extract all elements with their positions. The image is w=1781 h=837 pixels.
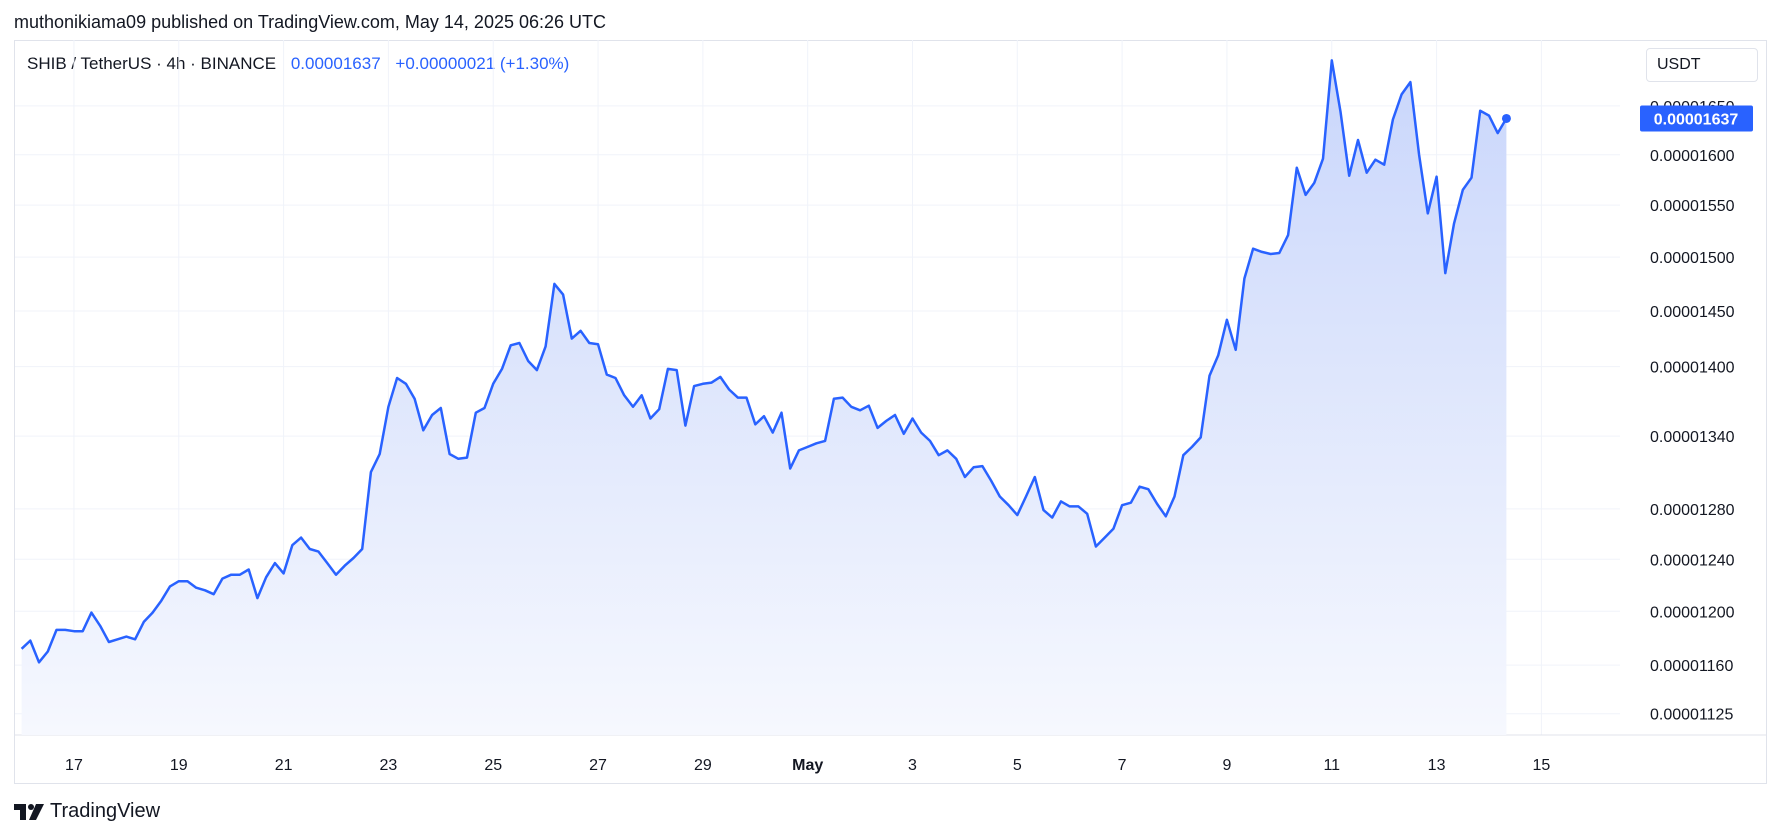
price-change: +0.00000021 (+1.30%) <box>395 54 570 73</box>
y-tick-label: 0.00001340 <box>1650 429 1735 446</box>
y-tick-label: 0.00001600 <box>1650 148 1735 165</box>
x-tick-label: May <box>792 757 823 774</box>
last-price-dot <box>1501 113 1511 123</box>
last-price-badge <box>1640 105 1753 132</box>
x-tick-label: 5 <box>1013 757 1022 774</box>
x-tick-label: 15 <box>1532 757 1550 774</box>
chart-frame <box>14 40 1767 784</box>
publisher-text: muthonikiama09 published on TradingView.… <box>14 12 607 32</box>
x-tick-label: 19 <box>170 757 188 774</box>
price-area-fill <box>21 60 1507 735</box>
y-tick-label: 0.00001450 <box>1650 304 1735 321</box>
y-tick-label: 0.00001550 <box>1650 198 1735 215</box>
y-tick-label: 0.00001160 <box>1650 658 1733 675</box>
y-tick-label: 0.00001240 <box>1650 552 1735 569</box>
x-tick-label: 13 <box>1428 757 1446 774</box>
tradingview-logo-icon <box>14 803 44 820</box>
y-tick-label: 0.00001280 <box>1650 502 1735 519</box>
x-tick-label: 7 <box>1118 757 1127 774</box>
x-tick-label: 21 <box>275 757 293 774</box>
x-tick-label: 25 <box>484 757 502 774</box>
x-tick-label: 11 <box>1323 757 1340 774</box>
last-price-badge-label: 0.00001637 <box>1654 111 1739 128</box>
x-tick-label: 29 <box>694 757 712 774</box>
y-tick-label: 0.00001200 <box>1650 604 1735 621</box>
x-tick-label: 17 <box>65 757 83 774</box>
last-price: 0.00001637 <box>290 54 381 73</box>
x-tick-label: 23 <box>380 757 398 774</box>
y-tick-label: 0.00001400 <box>1650 360 1735 377</box>
x-tick-label: 27 <box>589 757 607 774</box>
symbol-legend: SHIB / TetherUS · 4h · BINANCE 0.0000163… <box>27 54 569 74</box>
y-tick-label: 0.00001500 <box>1650 250 1735 267</box>
x-tick-label: 3 <box>908 757 917 774</box>
tradingview-logo[interactable]: TradingView <box>14 800 160 823</box>
currency-button[interactable]: USDT <box>1646 48 1758 82</box>
y-tick-label: 0.00001125 <box>1650 707 1733 724</box>
x-tick-label: 9 <box>1222 757 1231 774</box>
tradingview-brand: TradingView <box>50 800 161 822</box>
symbol-name[interactable]: SHIB / TetherUS · 4h · BINANCE <box>27 54 277 73</box>
price-line <box>20 59 1508 664</box>
